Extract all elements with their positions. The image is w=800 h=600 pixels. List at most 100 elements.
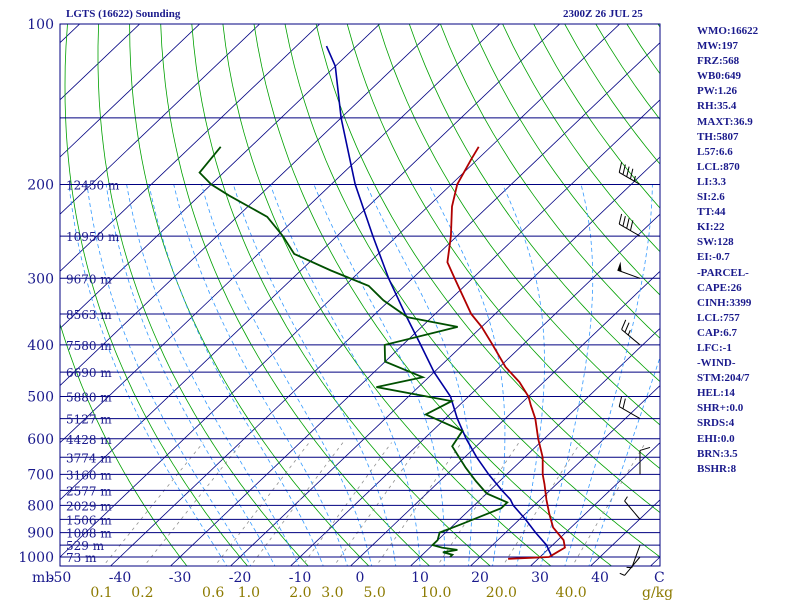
index-item: TH:5807 xyxy=(697,130,739,143)
height-label: 12450 m xyxy=(66,178,120,192)
index-item: WMO:16622 xyxy=(697,25,759,37)
dry-adiabat-line xyxy=(222,24,552,566)
pressure-tick-label: 800 xyxy=(27,498,54,514)
mixing-ratio-line xyxy=(102,442,204,566)
index-item: MW:197 xyxy=(697,40,738,53)
height-label: 5880 m xyxy=(66,391,112,405)
moist-adiabat-line xyxy=(428,184,506,566)
mixing-ratio-label: 1.0 xyxy=(238,585,260,600)
wind-barbs xyxy=(617,162,651,576)
isotherm-line xyxy=(60,24,441,387)
height-label: 7580 m xyxy=(66,339,112,353)
isotherm-line xyxy=(60,24,561,501)
moist-adiabat-line xyxy=(126,184,300,566)
mixing-ratio-label: 0.6 xyxy=(202,585,224,600)
height-label: 5127 m xyxy=(66,413,112,427)
dry-adiabat-line xyxy=(129,24,370,566)
dry-adiabat-line xyxy=(191,24,491,566)
mixing-ratio-line xyxy=(214,442,310,566)
index-item: FRZ:568 xyxy=(697,55,740,68)
moist-adiabat-line xyxy=(588,356,660,566)
isotherm-line xyxy=(229,156,660,566)
wind-barb xyxy=(618,162,641,185)
moist-adiabat-line xyxy=(269,184,421,566)
pressure-tick-label: 700 xyxy=(27,467,54,483)
height-label: 73 m xyxy=(66,551,97,565)
moist-adiabat-line xyxy=(105,184,276,566)
isotherm-line xyxy=(409,327,660,566)
index-item: -PARCEL- xyxy=(697,266,749,279)
isotherm-line xyxy=(60,24,261,215)
dry-adiabat-line xyxy=(346,24,660,470)
pressure-tick-label: 900 xyxy=(27,526,54,542)
pressure-tick-label: 600 xyxy=(27,432,54,448)
dry-adiabat-line xyxy=(502,24,660,253)
pressure-tick-label: 500 xyxy=(27,390,54,406)
moist-adiabat-line xyxy=(232,184,397,566)
moist-adiabat-line xyxy=(201,184,373,566)
index-item: KI:22 xyxy=(697,221,725,234)
wind-barb xyxy=(619,556,641,576)
mixing-ratio-line xyxy=(502,442,581,566)
temperature-tick-label: 20 xyxy=(471,570,489,586)
height-label: 1506 m xyxy=(66,513,112,527)
dry-adiabat-line xyxy=(97,24,309,566)
height-label: 3774 m xyxy=(66,451,112,465)
sounding-title: LGTS (16622) Sounding xyxy=(66,8,181,20)
dry-adiabat-line xyxy=(64,24,249,566)
pressure-tick-label: 300 xyxy=(27,271,54,287)
moist-adiabat-line xyxy=(313,184,445,566)
index-item: CAPE:26 xyxy=(697,281,742,294)
moist-adiabat-line xyxy=(564,184,653,566)
temperature-tick-label: 10 xyxy=(411,570,429,586)
index-item: SW:128 xyxy=(697,236,734,249)
index-item: TT:44 xyxy=(697,206,726,219)
index-item: LFC:-1 xyxy=(697,341,732,354)
pressure-tick-label: 1000 xyxy=(18,550,54,566)
index-item: STM:204/7 xyxy=(697,372,750,385)
mixing-ratio-label: 0.1 xyxy=(90,585,112,600)
isotherm-line xyxy=(60,24,621,558)
wind-barb xyxy=(621,319,641,346)
index-item: PW:1.26 xyxy=(697,85,738,98)
mixing-ratio-unit-label: g/kg xyxy=(642,585,673,600)
dry-adiabat-line xyxy=(60,322,188,566)
temperature-tick-label: 40 xyxy=(591,570,609,586)
indices-panel: WMO:16622 MW:197 FRZ:568 WB0:649 PW:1.26 RH:3… xyxy=(697,24,797,477)
parcel-trace xyxy=(325,45,553,558)
index-item: RH:35.4 xyxy=(697,100,737,113)
index-item: SI:2.6 xyxy=(697,191,725,204)
plot-border xyxy=(59,23,661,567)
temperature-tick-label: -40 xyxy=(109,570,132,586)
moist-adiabat-line xyxy=(502,184,545,566)
moist-adiabat-line xyxy=(173,184,348,566)
temperature-tick-label: -10 xyxy=(289,570,312,586)
wind-barb xyxy=(624,496,641,520)
pressure-tick-label: 100 xyxy=(27,17,54,33)
isotherm-line xyxy=(289,213,660,566)
sounding-curves xyxy=(198,45,566,560)
moist-adiabat-line xyxy=(86,184,252,566)
height-label: 4428 m xyxy=(66,433,112,447)
isotherm-line xyxy=(60,24,141,101)
moist-adiabat-line xyxy=(365,184,473,566)
wind-barb xyxy=(618,213,641,237)
temperature-tick-label: 0 xyxy=(356,570,365,586)
isotherm-line xyxy=(349,270,660,566)
temperature-tick-label: -50 xyxy=(49,570,72,586)
temperature-tick-label: -20 xyxy=(229,570,252,586)
mixing-ratio-label: 10.0 xyxy=(420,585,451,600)
dry-adiabat-line xyxy=(440,24,660,339)
index-item: SHR+:0.0 xyxy=(697,402,744,415)
moist-adiabat-line xyxy=(148,184,324,566)
temperature-trace xyxy=(446,146,566,560)
wind-barb xyxy=(639,446,651,475)
index-item: HEL:14 xyxy=(697,387,735,400)
pressure-tick-label: 400 xyxy=(27,338,54,354)
temperature-unit-label: C xyxy=(654,570,665,586)
sounding-datetime: 2300Z 26 JUL 25 xyxy=(563,8,643,20)
isotherm-line xyxy=(169,99,660,566)
isotherm-line xyxy=(60,24,381,329)
